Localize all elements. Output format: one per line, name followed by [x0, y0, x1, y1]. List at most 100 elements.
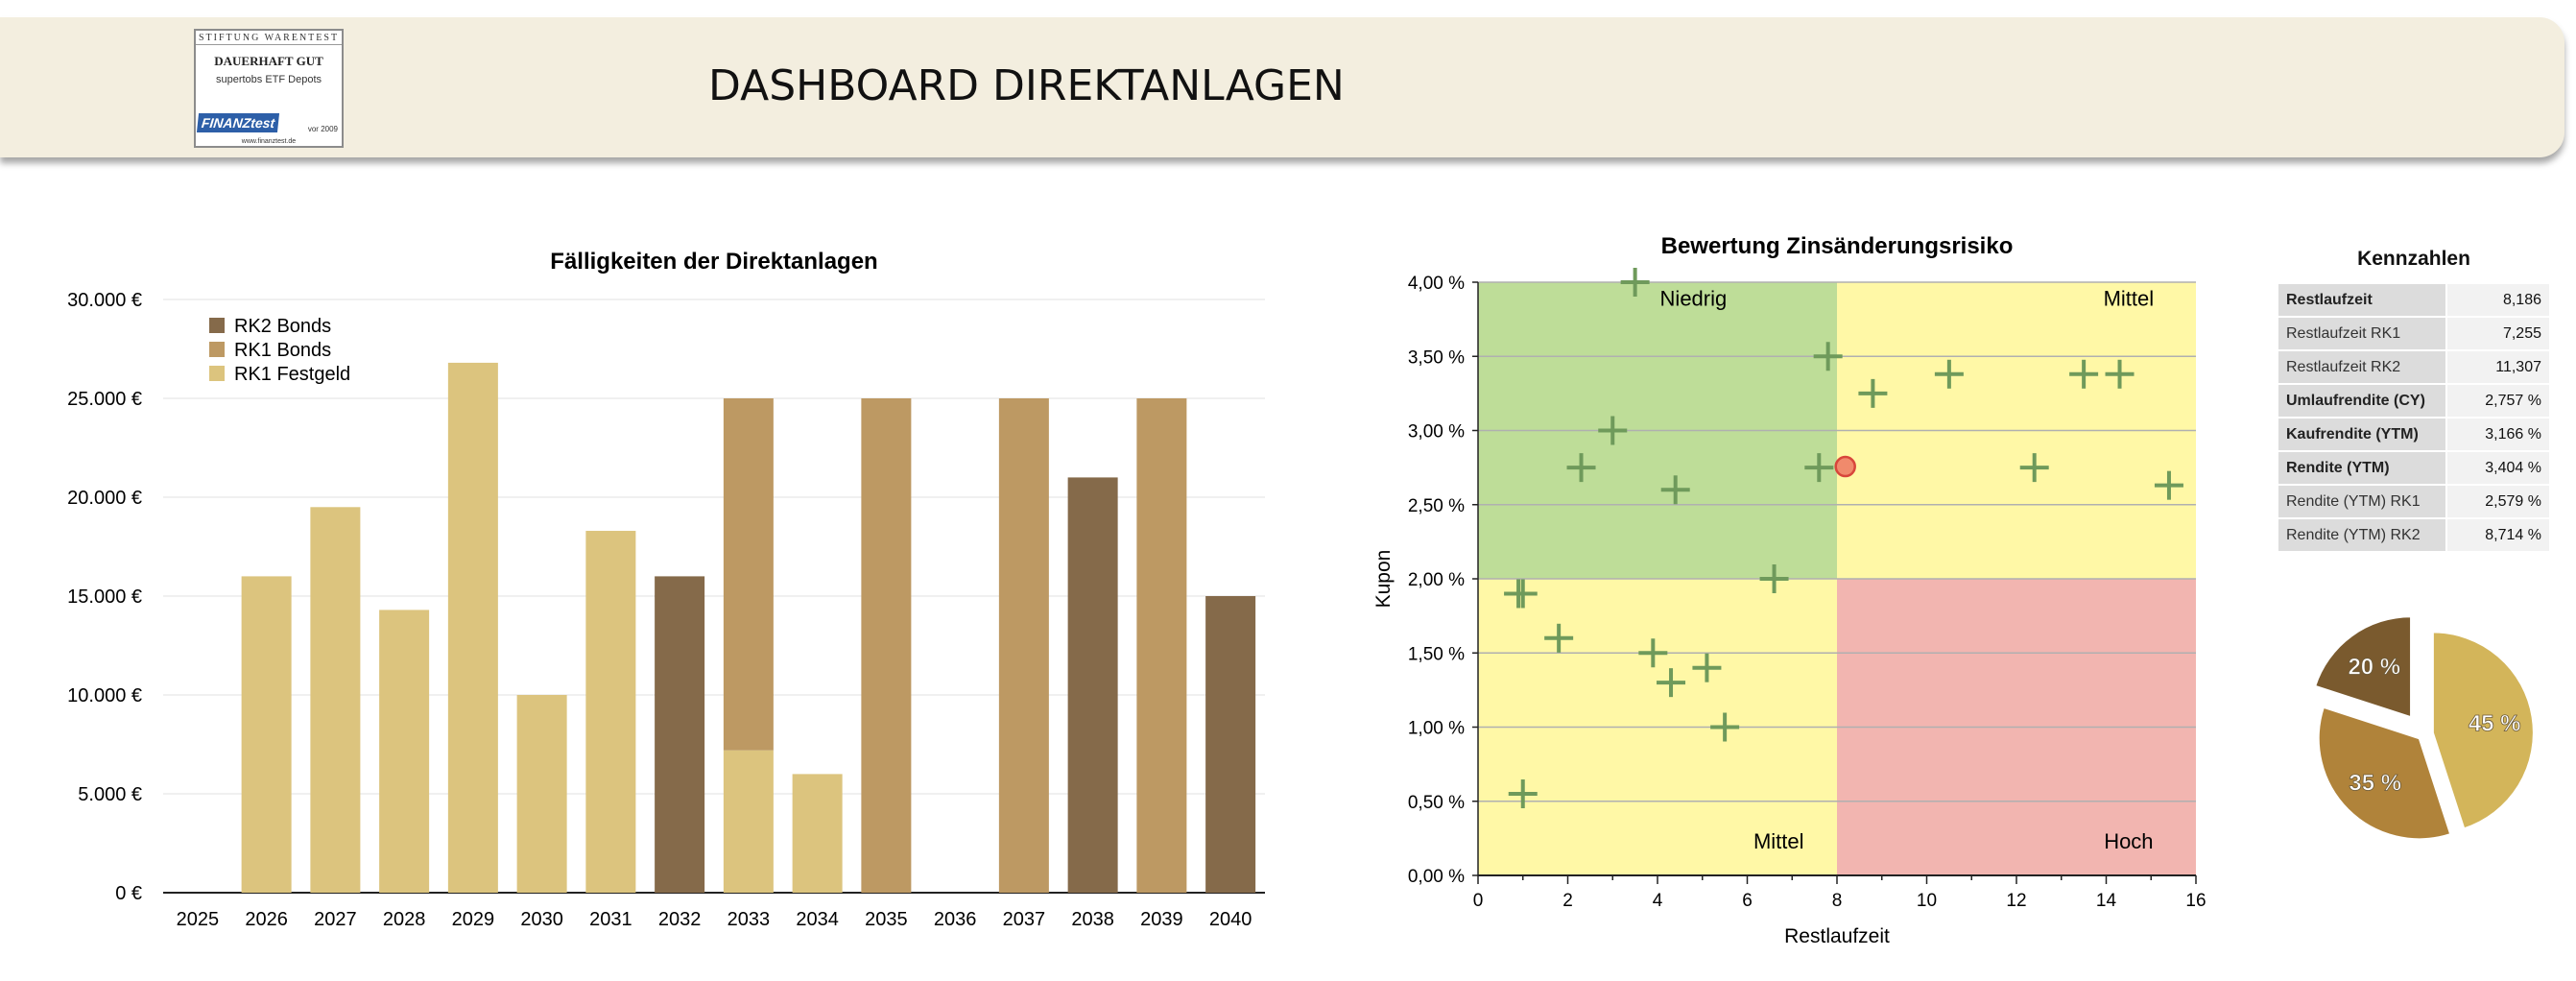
y-tick-label: 3,00 % — [1408, 422, 1465, 443]
y-tick-label: 25.000 € — [67, 389, 142, 410]
kennzahl-label: Restlaufzeit RK2 — [2277, 349, 2447, 385]
legend-label: RK1 Bonds — [234, 340, 331, 361]
data-point — [1508, 579, 1538, 609]
badge-sub: supertobs ETF Depots — [215, 74, 322, 85]
data-point — [1660, 475, 1690, 505]
bar-rk1-bonds — [861, 398, 912, 893]
allocation-pie-chart: 45 % 35 % 20 % — [2313, 615, 2535, 841]
kennzahl-row: Rendite (YTM) RK1 2,579 % — [2277, 484, 2551, 519]
bar-rk1-festgeld — [241, 576, 292, 893]
kennzahl-label: Kaufrendite (YTM) — [2277, 417, 2447, 452]
x-tick-label: 2039 — [1140, 909, 1183, 930]
x-tick-label: 2038 — [1071, 909, 1114, 930]
pie-label: 20 % — [2348, 655, 2400, 681]
x-tick-label: 2026 — [245, 909, 288, 930]
x-tick-label: 2030 — [520, 909, 563, 930]
y-tick-label: 0,00 % — [1408, 867, 1465, 887]
x-tick-label: 10 — [1917, 891, 1937, 911]
data-point — [2069, 359, 2099, 389]
y-tick-label: 10.000 € — [67, 685, 142, 706]
x-tick-label: 2036 — [934, 909, 977, 930]
bar-rk1-bonds — [1136, 398, 1187, 893]
y-tick-label: 15.000 € — [67, 586, 142, 608]
pie-label: 35 % — [2349, 770, 2401, 796]
kennzahl-label: Restlaufzeit RK1 — [2277, 316, 2447, 351]
y-tick-label: 1,00 % — [1408, 719, 1465, 739]
bar-rk1-bonds — [723, 398, 774, 751]
kennzahlen-table: Restlaufzeit 8,186 Restlaufzeit RK1 7,255 Re… — [2277, 282, 2551, 553]
kennzahl-label: Rendite (YTM) — [2277, 450, 2447, 486]
interest-risk-scatter: Bewertung Zinsänderungsrisiko 0,00 % 0,50 … — [1372, 233, 2206, 947]
kennzahl-row: Kaufrendite (YTM) 3,166 % — [2277, 417, 2551, 452]
y-tick-label: 0,50 % — [1408, 793, 1465, 813]
data-point — [1813, 342, 1843, 371]
y-tick-label: 30.000 € — [67, 290, 142, 311]
data-point — [1692, 653, 1722, 682]
data-point — [1638, 638, 1668, 668]
x-tick-label: 8 — [1832, 891, 1843, 911]
kennzahl-row: Umlaufrendite (CY) 2,757 % — [2277, 383, 2551, 419]
bar-rk2-bonds — [1067, 477, 1118, 893]
bar-rk1-festgeld — [379, 610, 430, 893]
kennzahl-row: Rendite (YTM) 3,404 % — [2277, 450, 2551, 486]
data-point — [1934, 359, 1964, 389]
x-tick-label: 16 — [2185, 891, 2206, 911]
bar-rk1-festgeld — [516, 695, 567, 893]
y-tick-label: 20.000 € — [67, 488, 142, 509]
y-tick-label: 2,50 % — [1408, 496, 1465, 516]
finanztest-badge: STIFTUNG WARENTEST DAUERHAFT GUT superto… — [194, 29, 344, 148]
x-tick-label: 2040 — [1209, 909, 1252, 930]
bar-rk1-festgeld — [723, 750, 774, 893]
badge-url: www.finanztest.de — [241, 138, 297, 145]
y-tick-label: 5.000 € — [78, 784, 142, 805]
bar-rk1-bonds — [998, 398, 1049, 893]
data-point — [1620, 268, 1650, 297]
badge-top: STIFTUNG WARENTEST — [196, 31, 342, 45]
data-point — [2019, 453, 2049, 483]
kennzahl-label: Rendite (YTM) RK1 — [2277, 484, 2447, 519]
data-point — [1566, 453, 1596, 483]
x-tick-label: 2037 — [1003, 909, 1046, 930]
dashboard-header: STIFTUNG WARENTEST DAUERHAFT GUT superto… — [0, 17, 2564, 157]
x-tick-label: 2032 — [658, 909, 702, 930]
data-point — [2154, 470, 2183, 500]
kennzahl-value: 3,166 % — [2445, 417, 2551, 452]
data-point — [1598, 416, 1628, 445]
x-tick-label: 2029 — [452, 909, 495, 930]
bar-rk1-festgeld — [310, 507, 361, 893]
pie-slice — [2313, 615, 2413, 719]
y-tick-label: 2,00 % — [1408, 570, 1465, 590]
x-tick-label: 2033 — [727, 909, 771, 930]
bar-chart-title: Fälligkeiten der Direktanlagen — [550, 249, 877, 275]
x-tick-label: 0 — [1473, 891, 1484, 911]
bar-rk1-festgeld — [447, 362, 498, 893]
data-point — [1710, 712, 1740, 742]
x-tick-label: 2034 — [796, 909, 839, 930]
legend-label: RK1 Festgeld — [234, 364, 350, 385]
maturity-bar-chart: Fälligkeiten der Direktanlagen 0 € 5.000 €… — [67, 249, 1265, 930]
data-point — [1544, 623, 1574, 653]
page-title: DASHBOARD DIREKTANLAGEN — [708, 61, 1345, 110]
kennzahl-value: 3,404 % — [2445, 450, 2551, 486]
y-tick-label: 1,50 % — [1408, 644, 1465, 664]
x-axis-label: Restlaufzeit — [1784, 925, 1890, 947]
badge-main: DAUERHAFT GUT — [214, 54, 323, 68]
x-tick-label: 2028 — [383, 909, 426, 930]
x-tick-label: 2025 — [177, 909, 220, 930]
kennzahl-value: 8,186 — [2445, 282, 2551, 318]
x-tick-label: 4 — [1653, 891, 1663, 911]
portfolio-marker — [1834, 455, 1856, 478]
kennzahl-label: Rendite (YTM) RK2 — [2277, 517, 2447, 553]
data-point — [1657, 668, 1686, 698]
kennzahl-label: Restlaufzeit — [2277, 282, 2447, 318]
bar-rk2-bonds — [1205, 596, 1256, 893]
kennzahl-value: 11,307 — [2445, 349, 2551, 385]
y-tick-label: 4,00 % — [1408, 274, 1465, 294]
data-point — [1858, 378, 1888, 408]
kennzahl-row: Restlaufzeit 8,186 — [2277, 282, 2551, 318]
pie-slice — [2431, 631, 2535, 830]
x-tick-label: 2027 — [314, 909, 357, 930]
kennzahl-label: Umlaufrendite (CY) — [2277, 383, 2447, 419]
scatter-title: Bewertung Zinsänderungsrisiko — [1661, 233, 2014, 259]
x-tick-label: 2 — [1562, 891, 1573, 911]
